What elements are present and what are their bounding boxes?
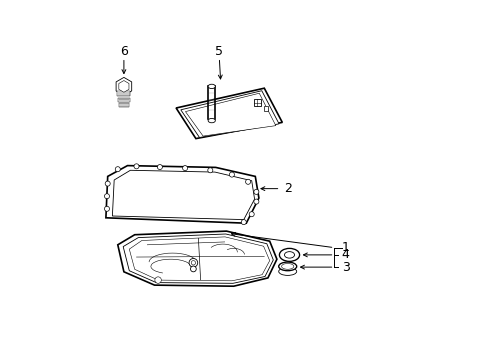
- Circle shape: [249, 212, 254, 217]
- Circle shape: [104, 194, 109, 199]
- Text: 3: 3: [341, 261, 349, 274]
- Circle shape: [253, 189, 258, 194]
- Bar: [263, 106, 268, 111]
- Circle shape: [191, 261, 195, 265]
- Circle shape: [105, 181, 110, 186]
- Circle shape: [253, 199, 258, 204]
- Ellipse shape: [278, 267, 296, 275]
- Ellipse shape: [208, 84, 215, 89]
- Circle shape: [157, 165, 162, 170]
- Bar: [118, 98, 129, 102]
- Bar: [117, 91, 130, 96]
- Polygon shape: [106, 166, 258, 223]
- Text: 2: 2: [284, 182, 291, 195]
- Polygon shape: [176, 88, 282, 139]
- Circle shape: [182, 166, 187, 171]
- Ellipse shape: [284, 252, 294, 258]
- Circle shape: [229, 172, 234, 177]
- Polygon shape: [181, 91, 279, 138]
- Polygon shape: [112, 170, 254, 220]
- Circle shape: [189, 258, 197, 267]
- Circle shape: [104, 206, 109, 211]
- Circle shape: [134, 164, 139, 169]
- Polygon shape: [116, 77, 131, 95]
- Circle shape: [245, 179, 250, 184]
- Polygon shape: [118, 231, 276, 286]
- Polygon shape: [185, 93, 275, 136]
- Polygon shape: [123, 234, 273, 283]
- Ellipse shape: [281, 264, 293, 269]
- Text: 1: 1: [341, 241, 349, 254]
- Polygon shape: [129, 237, 269, 281]
- Circle shape: [207, 168, 212, 173]
- Bar: [253, 99, 261, 106]
- Circle shape: [241, 220, 246, 225]
- Polygon shape: [119, 81, 129, 92]
- Circle shape: [155, 277, 161, 283]
- Circle shape: [115, 167, 120, 172]
- Ellipse shape: [208, 118, 215, 123]
- Text: 6: 6: [120, 45, 127, 58]
- Ellipse shape: [279, 248, 299, 261]
- Circle shape: [190, 266, 196, 272]
- Ellipse shape: [278, 262, 296, 271]
- Text: 5: 5: [215, 45, 223, 58]
- Bar: [119, 103, 129, 107]
- Text: 4: 4: [341, 248, 349, 261]
